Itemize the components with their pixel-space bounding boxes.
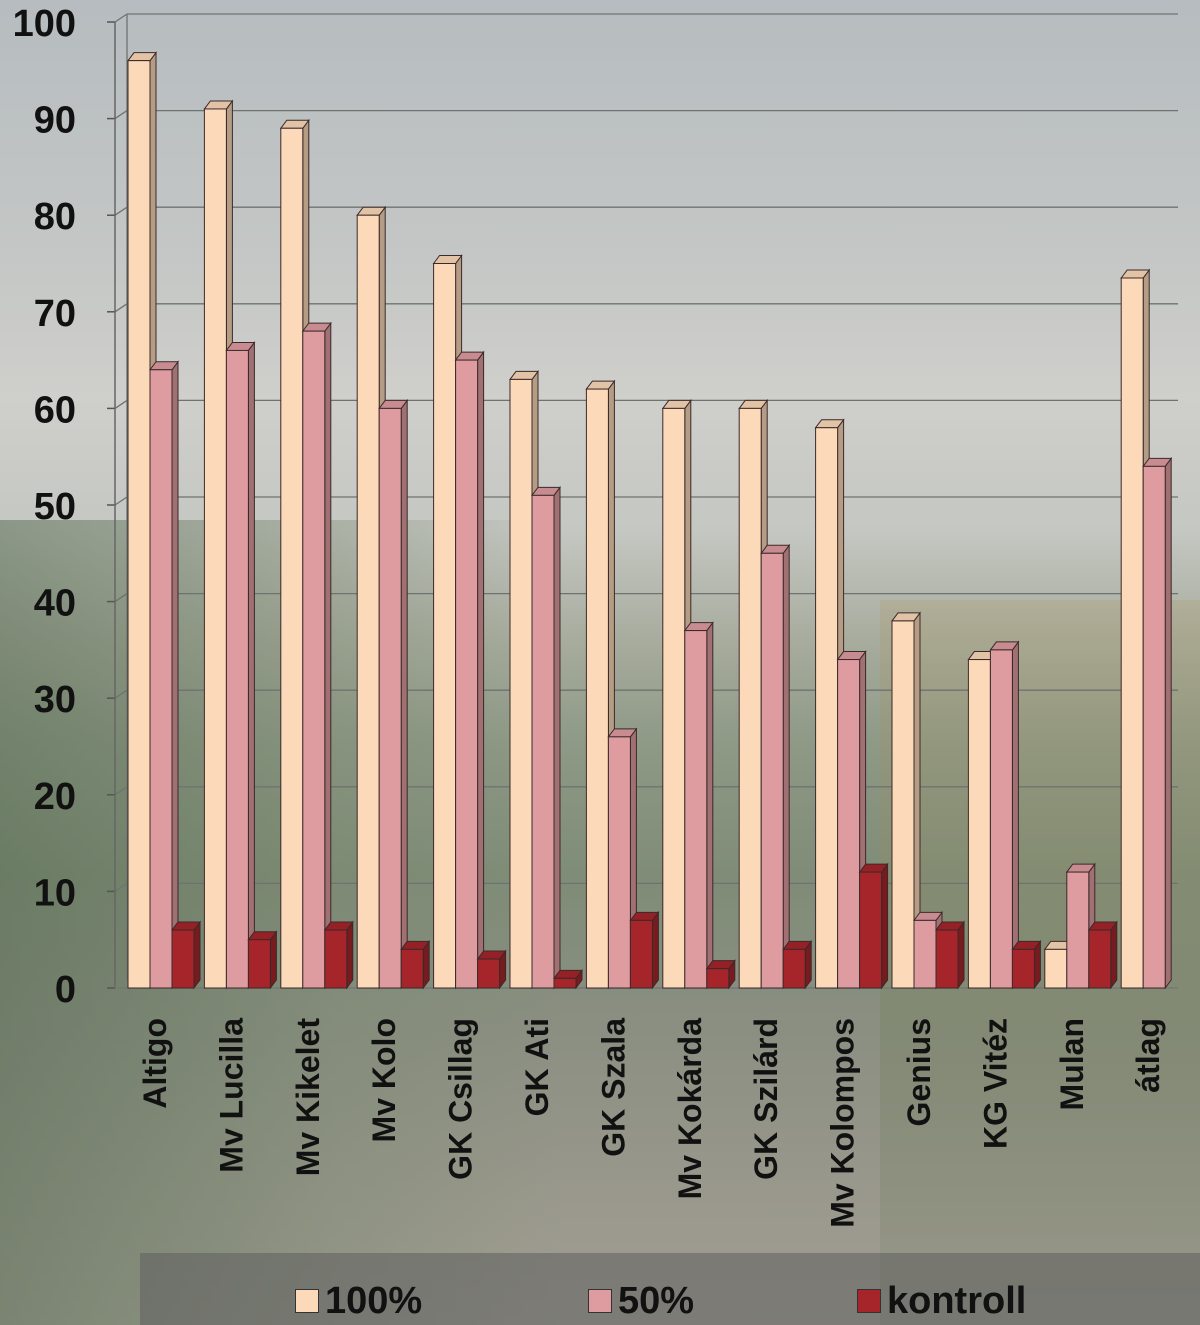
y-tick-label: 20 xyxy=(34,776,76,818)
legend-item-50: 50% xyxy=(588,1279,694,1323)
bar-kontroll xyxy=(325,922,353,988)
bar-50 xyxy=(532,487,560,988)
y-tick-label: 50 xyxy=(34,486,76,528)
legend: 100% 50% kontroll xyxy=(140,1253,1200,1325)
x-tick-label: GK Szilárd xyxy=(748,1018,784,1180)
bar-50 xyxy=(761,545,789,988)
bar-kontroll xyxy=(936,922,964,988)
bar-kontroll xyxy=(783,941,811,988)
bar-50 xyxy=(150,362,178,988)
x-tick-labels: Altigo Mv Lucilla Mv Kikelet Mv Kolo GK Csil… xyxy=(137,1018,1166,1228)
legend-item-kontroll: kontroll xyxy=(857,1279,1026,1323)
bar-kontroll xyxy=(248,932,276,988)
bar-50 xyxy=(303,323,331,988)
x-tick-label: Mv Lucilla xyxy=(213,1018,249,1173)
bar-50 xyxy=(226,342,254,988)
legend-label-50: 50% xyxy=(618,1280,694,1323)
bar-kontroll xyxy=(478,951,506,988)
gridline-depth xyxy=(115,207,127,215)
bar-kontroll xyxy=(707,961,735,988)
legend-label-kontroll: kontroll xyxy=(887,1280,1026,1323)
legend-swatch-50 xyxy=(588,1289,612,1313)
legend-label-100: 100% xyxy=(325,1280,422,1323)
y-tick-label: 90 xyxy=(34,100,76,142)
x-tick-label: Mv Kikelet xyxy=(290,1018,326,1177)
x-tick-label: átlag xyxy=(1130,1018,1166,1093)
x-tick-label: GK Szala xyxy=(595,1018,631,1157)
y-tick-label: 100 xyxy=(13,3,76,45)
gridline-depth xyxy=(115,400,127,408)
bar-kontroll xyxy=(172,922,200,988)
bar-kontroll xyxy=(860,864,888,988)
legend-swatch-kontroll xyxy=(857,1289,881,1313)
bar-kontroll xyxy=(1089,922,1117,988)
bar-kontroll xyxy=(630,912,658,988)
x-tick-label: Mv Kolo xyxy=(366,1018,402,1142)
bar-50 xyxy=(685,623,713,988)
bar-kontroll xyxy=(554,970,582,988)
y-tick-label: 70 xyxy=(34,293,76,335)
x-tick-label: KG Vitéz xyxy=(977,1018,1013,1149)
y-tick-label: 40 xyxy=(34,583,76,625)
y-tick-label: 10 xyxy=(34,872,76,914)
bar-50 xyxy=(1143,458,1171,988)
x-tick-label: Genius xyxy=(901,1018,937,1126)
x-tick-label: GK Ati xyxy=(519,1018,555,1116)
bar-50 xyxy=(379,400,407,988)
x-tick-label: GK Csillag xyxy=(443,1018,479,1180)
y-tick-label: 30 xyxy=(34,679,76,721)
gridline-depth xyxy=(115,304,127,312)
gridline-depth xyxy=(115,690,127,698)
gridline-depth xyxy=(115,594,127,602)
y-tick-labels: 0 10 20 30 40 50 60 70 80 90 100 xyxy=(13,3,76,1011)
bar-kontroll xyxy=(1012,941,1040,988)
y-tick-label: 0 xyxy=(55,969,76,1011)
x-tick-label: Mulan xyxy=(1054,1018,1090,1110)
gridline-depth xyxy=(115,497,127,505)
y-tick-label: 60 xyxy=(34,389,76,431)
bars xyxy=(128,53,1171,988)
gridline-depth xyxy=(115,14,127,22)
legend-swatch-100 xyxy=(295,1289,319,1313)
y-tick-label: 80 xyxy=(34,196,76,238)
x-tick-label: Altigo xyxy=(137,1018,173,1109)
x-tick-label: Mv Kolompos xyxy=(825,1018,861,1228)
x-tick-label: Mv Kokárda xyxy=(672,1018,708,1200)
legend-item-100: 100% xyxy=(295,1279,422,1323)
bar-50 xyxy=(990,642,1018,988)
gridline-depth xyxy=(115,883,127,891)
bar-kontroll xyxy=(401,941,429,988)
bar-50 xyxy=(456,352,484,988)
gridline-depth xyxy=(115,111,127,119)
gridline-depth xyxy=(115,787,127,795)
